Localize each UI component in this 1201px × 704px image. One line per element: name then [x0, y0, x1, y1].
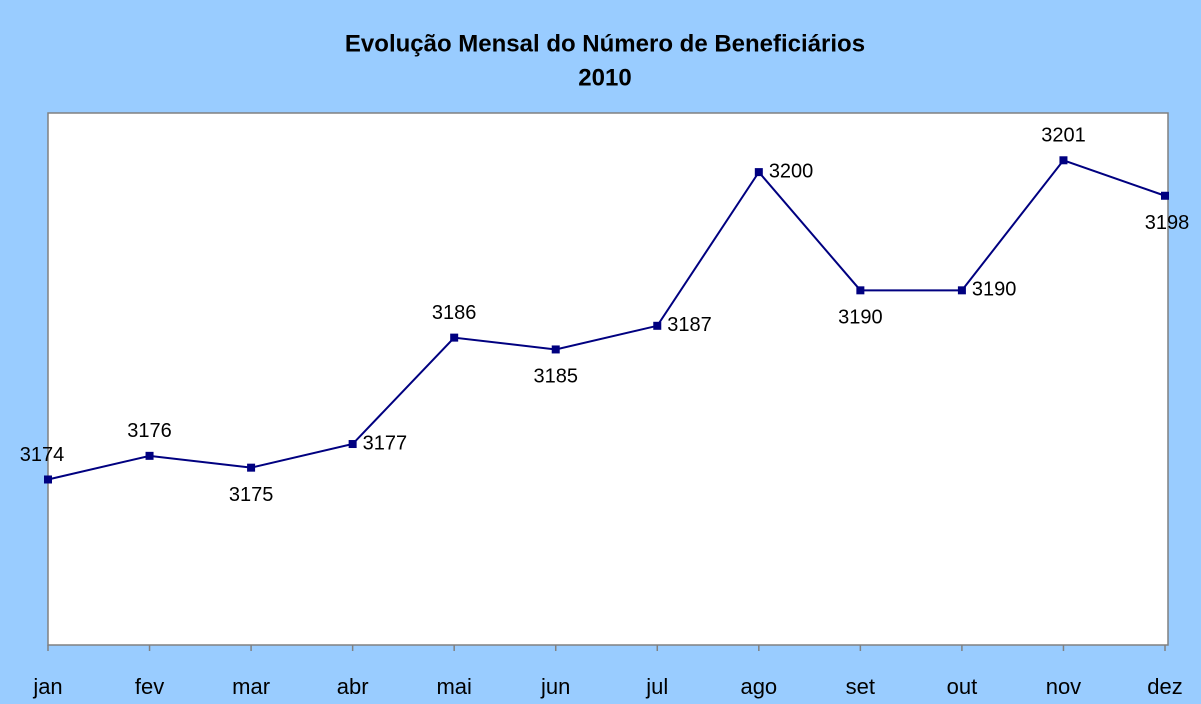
x-tick-label: jul [645, 674, 668, 699]
data-label: 3175 [229, 484, 274, 506]
x-tick-label: set [846, 674, 875, 699]
x-tick-label: out [947, 674, 978, 699]
x-tick-label: abr [337, 674, 369, 699]
data-label: 3200 [769, 160, 814, 182]
marker [551, 345, 560, 354]
line [47, 159, 1166, 481]
x-tick-label: nov [1046, 674, 1081, 699]
marker [957, 286, 966, 295]
data-label: 3190 [972, 279, 1017, 301]
data-label: 3186 [432, 302, 477, 324]
plot-area [47, 112, 1169, 646]
x-tick-label: dez [1147, 674, 1182, 699]
marker [1059, 156, 1068, 165]
marker [754, 168, 763, 177]
x-tick-label: mar [232, 674, 270, 699]
marker [450, 333, 459, 342]
x-tick-label: mai [436, 674, 471, 699]
marker [247, 463, 256, 472]
marker [653, 321, 662, 330]
marker [145, 451, 154, 460]
x-tick-label: fev [135, 674, 164, 699]
marker [348, 440, 357, 449]
x-tick-label: ago [740, 674, 777, 699]
data-label: 3177 [363, 432, 408, 454]
chart-title: Evolução Mensal do Número de Beneficiári… [345, 30, 865, 57]
data-label: 3190 [838, 307, 883, 329]
chart-subtitle: 2010 [578, 64, 631, 91]
x-tick-label: jan [32, 674, 62, 699]
data-label: 3174 [20, 444, 65, 466]
data-label: 3187 [667, 314, 712, 336]
marker [856, 286, 865, 295]
marker [1161, 191, 1169, 200]
x-tick-label: jun [540, 674, 570, 699]
data-label: 3185 [533, 366, 578, 388]
data-label: 3176 [127, 420, 172, 442]
marker [44, 475, 52, 484]
data-label: 3201 [1041, 125, 1086, 147]
data-label: 3198 [1145, 212, 1190, 234]
